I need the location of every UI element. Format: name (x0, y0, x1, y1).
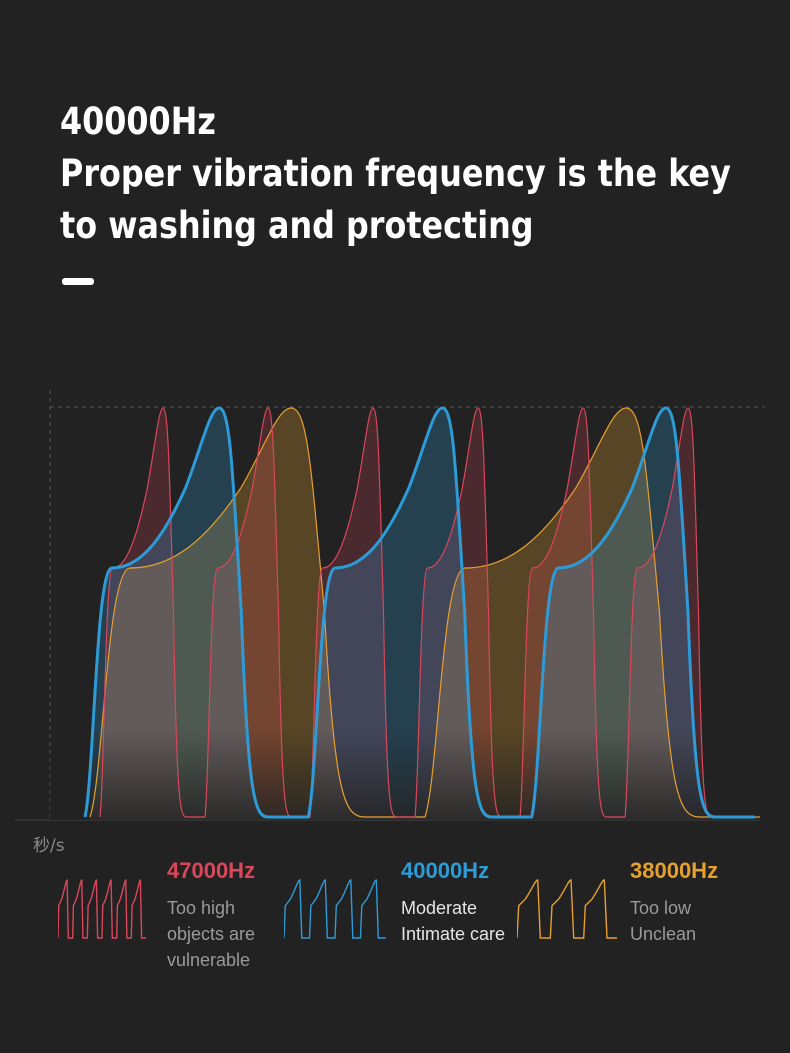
bottom-fade (50, 730, 765, 820)
legend-desc-38000hz: Too low Unclean (630, 898, 697, 944)
area-40000hz (85, 408, 755, 820)
area-47000hz (100, 408, 730, 820)
page-title: 40000Hz Proper vibration frequency is th… (60, 96, 731, 252)
legend-mini-wave-47000hz (58, 879, 146, 939)
legend-wave-40000hz (284, 879, 386, 939)
legend-mini-wave-38000hz (517, 879, 617, 939)
legend-mini-wave-40000hz (284, 879, 386, 939)
series-line-47000hz (99, 407, 730, 818)
legend-wave-38000hz (517, 879, 617, 939)
waveform-chart (15, 390, 765, 821)
title-line-2: Proper vibration frequency is the key (60, 152, 731, 195)
legend-freq-47000hz: 47000Hz (167, 858, 256, 883)
area-38000hz (90, 408, 760, 820)
legend-desc-40000hz: Moderate Intimate care (401, 898, 506, 944)
series-line-40000hz (83, 406, 755, 819)
x-axis-unit-label: 秒/s (33, 836, 65, 856)
title-line-3: to washing and protecting (60, 204, 534, 247)
title-divider (62, 278, 94, 285)
title-frequency: 40000Hz (60, 100, 216, 143)
legend-freq-38000hz: 38000Hz (630, 858, 719, 883)
legend-wave-47000hz (58, 879, 146, 939)
legend-desc-47000hz: Too high objects are vulnerable (167, 898, 256, 970)
legend-freq-40000hz: 40000Hz (401, 858, 490, 883)
